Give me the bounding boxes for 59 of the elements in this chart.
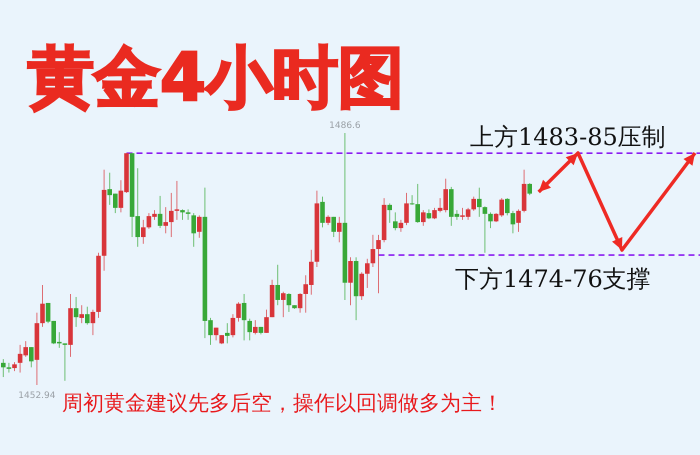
candlestick [6, 362, 12, 374]
annotation: 1486.6 [329, 121, 361, 131]
candlestick [158, 195, 162, 229]
candlestick [505, 198, 510, 216]
candlestick [482, 206, 488, 254]
candlestick [477, 187, 482, 218]
candlestick [426, 208, 432, 220]
candlestick [191, 212, 196, 248]
candlestick [281, 291, 286, 318]
candlestick [163, 206, 168, 234]
candlestick [298, 292, 302, 314]
candlestick [370, 234, 376, 268]
candlestick [421, 210, 426, 226]
candlestick [90, 309, 96, 336]
candlestick [225, 322, 230, 344]
ref-line-label: 上方1483-85压制 [470, 123, 666, 152]
candlestick [331, 216, 336, 238]
candlestick [85, 306, 90, 326]
candlestick [242, 293, 246, 341]
candlestick [320, 196, 325, 228]
candlestick [29, 346, 34, 368]
candlestick [326, 214, 330, 226]
candlestick [230, 314, 236, 338]
candlestick [253, 320, 258, 335]
candlestick [359, 272, 364, 300]
candlestick [236, 302, 241, 322]
candlestick [337, 216, 342, 243]
candlestick [398, 219, 404, 232]
annotation: 1452.94 [18, 391, 56, 401]
candlestick [197, 214, 202, 238]
candlestick [516, 208, 521, 232]
candlestick [40, 284, 45, 328]
candlestick [471, 196, 476, 212]
candlestick [376, 234, 381, 294]
candlestick [79, 304, 84, 324]
candlestick [1, 358, 6, 378]
candlestick [348, 256, 353, 306]
candlestick [404, 192, 409, 226]
candlestick [387, 202, 392, 224]
candlestick [169, 192, 174, 238]
candlestick [74, 296, 78, 328]
candlestick [180, 208, 185, 220]
candlestick [62, 342, 68, 382]
candlestick [214, 327, 218, 341]
candlestick [488, 212, 493, 229]
candlestick [141, 219, 146, 244]
candlestick [247, 318, 252, 341]
candlestick [510, 210, 516, 234]
candlestick [286, 292, 292, 312]
chart-title: 黄金4小时图 [28, 39, 404, 116]
candlestick [365, 258, 370, 288]
candlestick [275, 264, 280, 306]
candlestick [527, 182, 532, 196]
candlestick [393, 212, 398, 231]
candlestick [264, 309, 269, 334]
text: 周初黄金建议先多后空，操作以回调做多为主！ [62, 391, 503, 415]
ref-line-label: 下方1474-76支撑 [455, 265, 651, 294]
candlestick [174, 180, 180, 220]
candlestick [186, 208, 190, 220]
